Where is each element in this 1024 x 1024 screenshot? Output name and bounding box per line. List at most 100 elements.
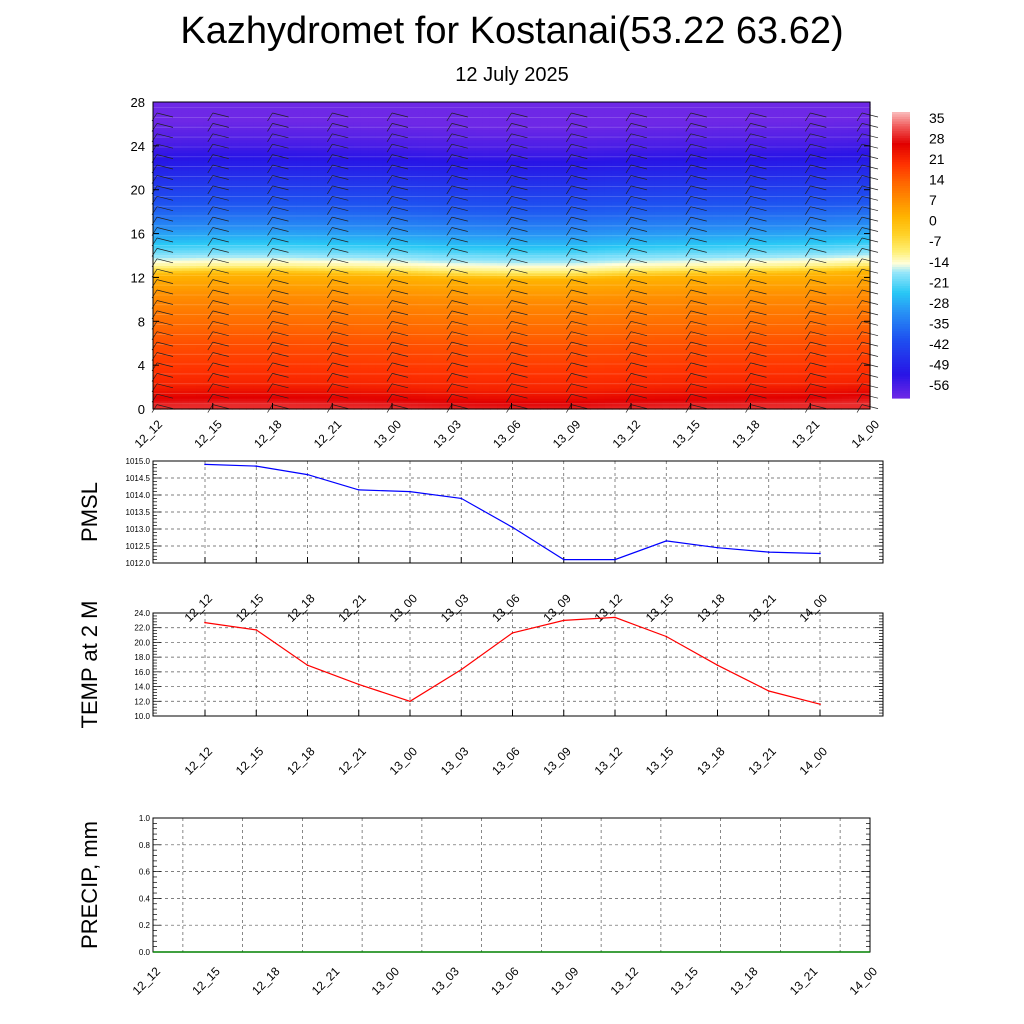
- heatmap-cell: [160, 283, 168, 287]
- heatmap-cell: [353, 322, 362, 326]
- heatmap-cell: [425, 232, 434, 236]
- heatmap-cell: [389, 360, 398, 364]
- heatmap-cell: [196, 393, 204, 397]
- heatmap-cell: [217, 304, 226, 308]
- heatmap-cell: [418, 227, 427, 231]
- heatmap-cell: [174, 250, 183, 254]
- heatmap-cell: [303, 153, 312, 157]
- heatmap-cell: [274, 293, 283, 298]
- heatmap-cell: [282, 391, 290, 395]
- heatmap-cell: [153, 403, 161, 408]
- heatmap-cell: [346, 148, 355, 152]
- heatmap-cell: [246, 102, 254, 106]
- heatmap-cell: [239, 209, 247, 213]
- heatmap-cell: [382, 329, 391, 333]
- heatmap-cell: [203, 222, 211, 226]
- heatmap-cell: [346, 222, 355, 226]
- heatmap-cell: [246, 275, 254, 280]
- heatmap-cell: [396, 339, 405, 344]
- heatmap-cell: [160, 291, 168, 295]
- heatmap-cell: [303, 304, 312, 308]
- heatmap-cell: [203, 217, 211, 221]
- heatmap-cell: [317, 227, 326, 231]
- heatmap-cell: [425, 173, 434, 177]
- heatmap-cell: [418, 347, 427, 351]
- heatmap-cell: [239, 145, 247, 149]
- heatmap-cell: [446, 140, 455, 144]
- heatmap-cell: [260, 196, 269, 200]
- heatmap-cell: [274, 406, 283, 410]
- heatmap-cell: [153, 125, 161, 129]
- heatmap-cell: [396, 319, 405, 323]
- heatmap-cell: [267, 296, 276, 300]
- heatmap-cell: [267, 148, 276, 152]
- heatmap-cell: [353, 357, 362, 361]
- heatmap-cell: [325, 298, 333, 303]
- heatmap-cell: [411, 278, 419, 282]
- heatmap-cell: [317, 201, 326, 205]
- heatmap-cell: [303, 383, 312, 387]
- heatmap-cell: [360, 278, 369, 282]
- heatmap-cell: [332, 288, 341, 292]
- heatmap-cell: [360, 314, 369, 318]
- heatmap-cell: [210, 375, 219, 379]
- heatmap-cell: [346, 375, 355, 379]
- heatmap-cell: [332, 242, 341, 246]
- heatmap-cell: [174, 158, 183, 162]
- heatmap-cell: [231, 304, 240, 308]
- heatmap-cell: [332, 117, 341, 121]
- heatmap-cell: [231, 171, 240, 175]
- heatmap-cell: [203, 314, 211, 318]
- heatmap-cell: [432, 206, 441, 211]
- heatmap-cell: [196, 327, 204, 331]
- heatmap-cell: [153, 214, 161, 218]
- heatmap-cell: [346, 229, 355, 234]
- heatmap-cell: [289, 224, 297, 228]
- heatmap-cell: [203, 337, 211, 341]
- heatmap-cell: [231, 235, 240, 239]
- heatmap-cell: [446, 171, 455, 175]
- heatmap-cell: [446, 117, 455, 121]
- heatmap-cell: [317, 385, 326, 390]
- heatmap-cell: [181, 391, 190, 395]
- heatmap-cell: [260, 222, 269, 226]
- heatmap-cell: [432, 217, 441, 221]
- heatmap-cell: [317, 191, 326, 195]
- heatmap-cell: [296, 127, 305, 131]
- heatmap-cell: [224, 378, 233, 382]
- heatmap-cell: [203, 214, 211, 218]
- heatmap-cell: [282, 255, 290, 259]
- heatmap-cell: [253, 191, 262, 195]
- heatmap-cell: [246, 350, 254, 354]
- heatmap-cell: [167, 306, 176, 310]
- heatmap-cell: [332, 235, 341, 239]
- heatmap-cell: [181, 393, 190, 397]
- heatmap-cell: [375, 119, 384, 124]
- heatmap-cell: [274, 322, 283, 326]
- heatmap-cell: [353, 360, 362, 364]
- heatmap-cell: [418, 273, 427, 277]
- heatmap-cell: [239, 319, 247, 323]
- heatmap-cell: [210, 148, 219, 152]
- heatmap-cell: [325, 122, 333, 126]
- heatmap-cell: [389, 350, 398, 354]
- heatmap-cell: [360, 350, 369, 354]
- heatmap-cell: [231, 112, 240, 116]
- heatmap-cell: [181, 296, 190, 300]
- heatmap-cell: [267, 145, 276, 149]
- heatmap-cell: [181, 260, 190, 264]
- heatmap-cell: [439, 283, 448, 287]
- heatmap-cell: [403, 109, 412, 113]
- heatmap-cell: [181, 181, 190, 185]
- heatmap-cell: [353, 365, 362, 369]
- heatmap-cell: [346, 137, 355, 141]
- heatmap-cell: [174, 334, 183, 338]
- heatmap-cell: [432, 102, 441, 106]
- heatmap-cell: [253, 370, 262, 374]
- heatmap-cell: [153, 383, 161, 387]
- heatmap-cell: [425, 171, 434, 175]
- heatmap-cell: [153, 316, 161, 321]
- heatmap-cell: [339, 130, 348, 134]
- heatmap-cell: [368, 260, 376, 264]
- heatmap-cell: [403, 296, 412, 300]
